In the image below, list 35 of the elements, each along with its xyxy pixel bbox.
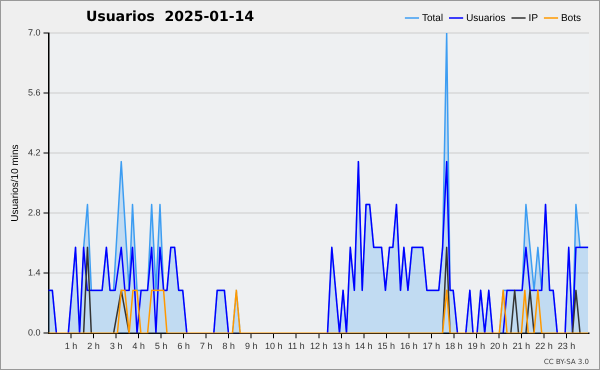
legend-label: Usuarios xyxy=(466,12,506,24)
legend-label: IP xyxy=(528,12,538,24)
x-tick-label: 17 h xyxy=(422,341,440,352)
x-tick-label: 9 h xyxy=(244,341,258,352)
x-tick-label: 5 h xyxy=(154,341,168,352)
y-tick-label: 2.8 xyxy=(28,208,41,218)
x-tick-label: 8 h xyxy=(222,341,235,352)
y-tick-label: 1.4 xyxy=(28,268,41,278)
y-axis-title: Usuarios/10 mins xyxy=(10,144,21,222)
x-tick-label: 12 h xyxy=(310,341,328,352)
x-tick-label: 19 h xyxy=(468,341,486,352)
y-tick-label: 5.6 xyxy=(28,88,41,98)
x-tick-label: 14 h xyxy=(355,341,373,352)
chart-title: Usuarios 2025-01-14 xyxy=(86,9,254,25)
legend-label: Bots xyxy=(560,12,582,24)
x-tick-label: 22 h xyxy=(535,341,553,352)
x-tick-label: 11 h xyxy=(288,341,305,352)
x-tick-label: 10 h xyxy=(264,341,282,352)
x-tick-label: 4 h xyxy=(132,341,145,352)
x-tick-label: 15 h xyxy=(378,341,396,352)
x-tick-label: 23 h xyxy=(558,341,576,352)
x-tick-label: 20 h xyxy=(490,341,508,352)
x-tick-label: 21 h xyxy=(512,341,530,352)
x-tick-label: 16 h xyxy=(400,341,418,352)
y-tick-label: 4.2 xyxy=(28,148,41,158)
y-tick-label: 7.0 xyxy=(28,27,41,38)
x-tick-label: 13 h xyxy=(332,341,350,352)
x-tick-label: 2 h xyxy=(87,341,100,352)
x-tick-label: 1 h xyxy=(64,341,78,352)
x-tick-label: 3 h xyxy=(110,341,122,352)
x-tick-label: 7 h xyxy=(200,341,212,352)
y-tick-label: 0.0 xyxy=(28,328,41,338)
x-tick-label: 6 h xyxy=(177,341,190,352)
legend-label: Total xyxy=(422,12,444,24)
x-tick-label: 18 h xyxy=(445,341,463,352)
